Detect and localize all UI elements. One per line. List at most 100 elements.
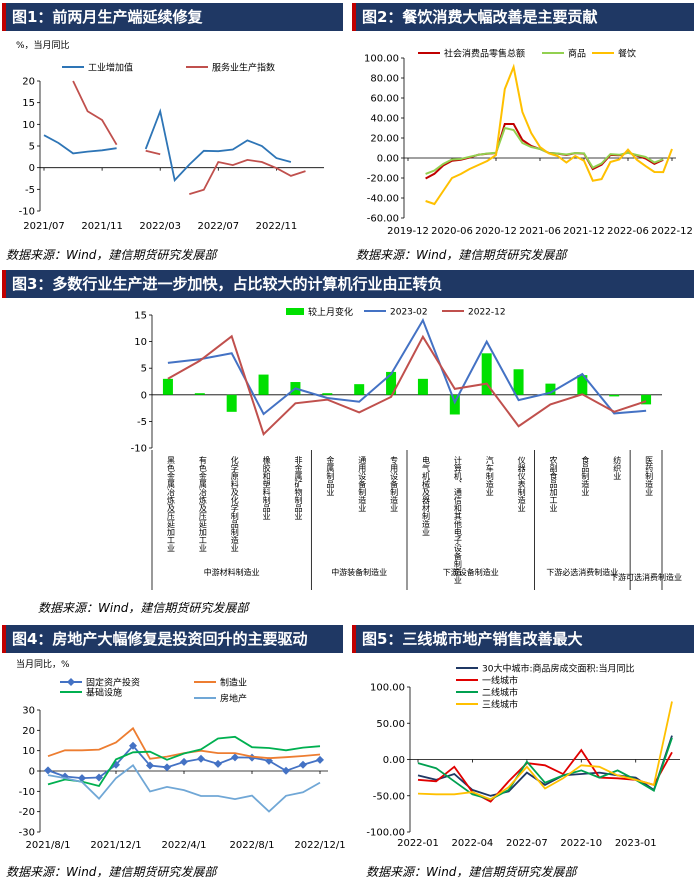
chart-source-1: 数据来源：Wind，建信期货研究发展部 — [6, 248, 217, 262]
y-tick-label: -20 — [19, 807, 35, 818]
category-label: 有色金属冶炼及压延加工业 — [198, 455, 207, 552]
x-tick-label: 2022-12 — [651, 226, 693, 237]
legend-label: 2023-02 — [390, 308, 428, 318]
y-tick-label: 5 — [29, 142, 35, 153]
x-tick-label: 2021/8/1 — [26, 840, 71, 851]
category-label: 化学原料及化学制品制造业 — [230, 455, 239, 552]
y-tick-label: -40.00 — [367, 194, 399, 205]
series-marker — [180, 757, 188, 766]
y-tick-label: 60.00 — [370, 94, 399, 105]
y-tick-label: -20.00 — [367, 174, 399, 185]
y-tick-label: 15 — [134, 311, 147, 322]
bar-15 — [609, 394, 620, 397]
x-tick-label: 2022/12/1 — [294, 840, 345, 851]
y-tick-label: 100.00 — [364, 54, 399, 65]
legend-label: 工业增加值 — [88, 62, 133, 74]
bar-10 — [449, 394, 460, 415]
series-marker — [163, 763, 171, 772]
series-marker — [146, 761, 154, 770]
category-label: 专用设备制造业 — [390, 455, 399, 512]
chart-source-3: 数据来源：Wind，建信期货研究发展部 — [38, 601, 249, 615]
series-line-2 — [417, 748, 673, 803]
series-marker — [112, 760, 120, 769]
x-tick-label: 2022/4/1 — [162, 840, 207, 851]
legend-label: 三线城市 — [482, 699, 518, 711]
bar-4 — [258, 374, 269, 395]
chart-panel-4: 图4：房地产大幅修复是投资回升的主要驱动 当月同比，% -30 -20 -10 0 10 2… — [2, 625, 346, 882]
y-tick-label: 0.00 — [377, 154, 399, 165]
category-label: 仪器仪表制造业 — [517, 456, 526, 512]
legend-label: 房地产 — [220, 693, 247, 705]
y-tick-label: 0 — [29, 767, 35, 778]
y-tick-label: 5 — [141, 364, 147, 375]
y-tick-label: 50.00 — [376, 719, 405, 730]
y-tick-label: 10 — [22, 120, 35, 131]
group-label: 下游设备制造业 — [443, 567, 499, 577]
series-marker — [78, 774, 86, 783]
series-marker — [265, 756, 273, 765]
y-tick-label: 20.00 — [370, 134, 399, 145]
series-line-2 — [167, 334, 647, 437]
y-tick-label: -30 — [19, 828, 35, 839]
legend-label: 较上月变化 — [308, 306, 353, 318]
chart-3: -10 -5 0 5 10 15 黑色金属冶炼及压延加工业 有色金属冶炼及压延加工业 化学原料及… — [131, 306, 682, 590]
y-tick-label: 10 — [134, 337, 147, 348]
y-tick-label: 0 — [141, 390, 147, 401]
category-label: 农副食品加工业 — [549, 455, 558, 512]
category-label: 黑色金属冶炼及压延加工业 — [166, 456, 175, 552]
series-marker — [316, 755, 324, 764]
series-line-2 — [72, 80, 306, 195]
series-line-4 — [417, 701, 673, 801]
category-label: 金属制品业 — [326, 455, 335, 496]
x-tick-label: 2020-12 — [475, 226, 517, 237]
category-label: 汽车制造业 — [485, 455, 494, 496]
series-marker — [129, 741, 137, 750]
legend-swatch — [286, 308, 304, 315]
legend-label: 基础设施 — [86, 687, 122, 699]
chart-1: %，当月同比 -10 -5 0 5 10 15 20 2021/07 2021/11 2022/03… — [16, 39, 324, 232]
group-label: 中游装备制造业 — [331, 567, 387, 577]
category-label: 橡胶和塑料制品业 — [262, 455, 271, 520]
series-line-3 — [417, 737, 673, 801]
chart-unit: %，当月同比 — [16, 39, 70, 51]
chart-title-5: 图5：三线城市地产销售改善最大 — [352, 625, 694, 653]
chart-panel-3: 图3：多数行业生产进一步加快，占比较大的计算机行业由正转负 -10 -5 0 5 10 1… — [2, 270, 694, 618]
series-marker — [197, 754, 205, 763]
y-tick-label: -10 — [19, 787, 35, 798]
chart-panel-2: 图2：餐饮消费大幅改善是主要贡献 -60.00 -40.00 -20.00 0.00 2… — [352, 3, 694, 265]
legend-label: 30大中城市:商品房成交面积:当月同比 — [482, 663, 635, 675]
chart-5: -100.00 -50.00 0.00 50.00 100.00 2022-01 2022-… — [366, 663, 680, 849]
category-label: 食品制造业 — [581, 455, 590, 496]
x-tick-label: 2021/12/1 — [90, 840, 141, 851]
legend-label: 二线城市 — [482, 687, 518, 699]
x-tick-label: 2022-10 — [560, 838, 602, 849]
bar-16 — [641, 394, 652, 405]
chart-4: 当月同比，% -30 -20 -10 0 10 20 30 2021/8/1 2021/12/1 2… — [16, 658, 346, 851]
series-line-3 — [425, 63, 673, 206]
y-tick-label: 15 — [22, 98, 35, 109]
x-tick-label: 2022-06 — [607, 226, 649, 237]
series-marker — [299, 760, 307, 769]
y-tick-label: 10 — [22, 746, 35, 757]
x-tick-label: 2021/07 — [23, 221, 65, 232]
y-tick-label: 20 — [22, 726, 35, 737]
bar-2 — [194, 393, 205, 395]
x-tick-label: 2022/07 — [198, 221, 240, 232]
y-tick-label: 100.00 — [370, 683, 405, 694]
bar-1 — [162, 378, 173, 395]
group-label: 下游必选消费制造业 — [546, 567, 618, 577]
series-marker — [214, 759, 222, 768]
category-label: 通用设备制造业 — [358, 455, 367, 512]
y-tick-label: -50.00 — [373, 791, 405, 802]
legend-label: 餐饮 — [618, 48, 636, 60]
chart-title-2: 图2：餐饮消费大幅改善是主要贡献 — [352, 3, 694, 31]
x-tick-label: 2022-04 — [452, 838, 494, 849]
y-tick-label: 0 — [29, 163, 35, 174]
group-label: 下游可选消费制造业 — [610, 572, 682, 582]
legend-label: 制造业 — [220, 677, 247, 689]
category-label: 计算机、通信和其他电子设备制造业 — [453, 455, 462, 584]
category-label: 纺织业 — [613, 455, 622, 480]
x-tick-label: 2022/11 — [256, 221, 298, 232]
series-marker — [95, 773, 103, 782]
bar-13 — [545, 383, 556, 395]
